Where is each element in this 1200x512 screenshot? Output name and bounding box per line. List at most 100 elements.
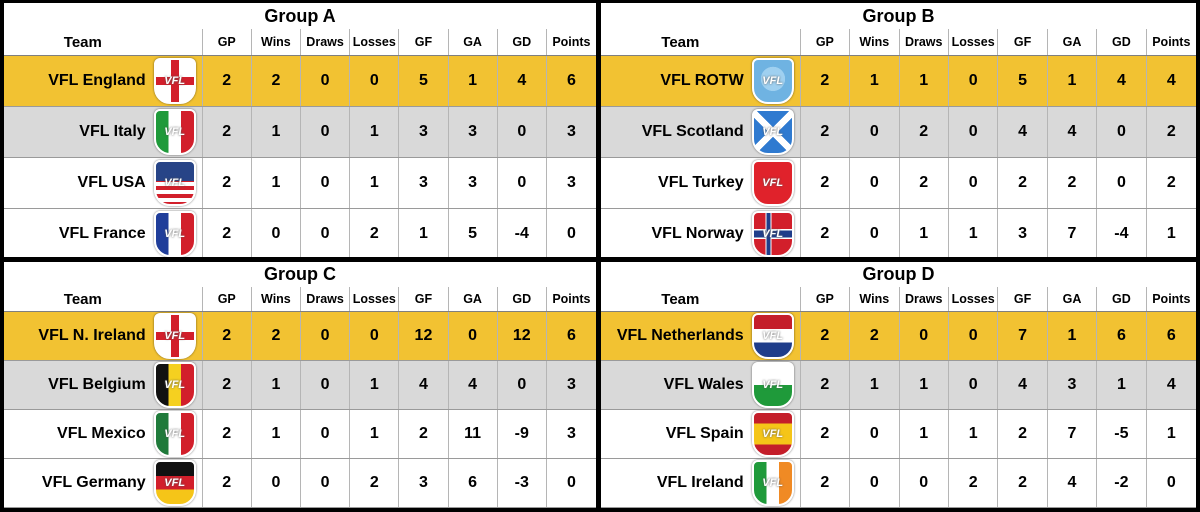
gp-cell: 2 — [203, 312, 252, 360]
draws-cell: 0 — [301, 312, 351, 360]
header-team-label: Team — [63, 290, 102, 308]
table-row: VFL Mexico VFL 2 1 0 1 2 11 -9 3 — [4, 410, 596, 459]
losses-cell: 1 — [350, 361, 400, 409]
team-name: VFL Ireland — [656, 474, 744, 491]
wales-crest-icon: VFL — [751, 362, 794, 408]
france-crest-icon: VFL — [153, 211, 196, 257]
ga-cell: 3 — [1048, 361, 1098, 409]
gd-cell: 0 — [1097, 158, 1147, 208]
header-team: Team — [4, 287, 203, 311]
losses-cell: 0 — [949, 107, 999, 157]
wins-cell: 2 — [252, 312, 302, 360]
points-cell: 3 — [567, 123, 576, 140]
points-cell: 1 — [1166, 425, 1176, 442]
gf-cell: 1 — [399, 209, 449, 257]
table-row: VFL Italy VFL 2 1 0 1 3 3 0 3 — [4, 107, 596, 158]
points-cell: 0 — [1166, 474, 1176, 491]
group-panel-a: Group A Team GP Wins Draws Losses GF GA … — [4, 3, 596, 257]
northern-ireland-crest-icon: VFL — [153, 313, 196, 359]
draws-cell: 0 — [301, 158, 351, 208]
header-team: Team — [601, 29, 801, 55]
header-gp: GP — [203, 287, 252, 311]
points-cell: 6 — [1166, 327, 1176, 344]
header-team-label: Team — [661, 33, 700, 51]
table-row: VFL N. Ireland VFL 2 2 0 0 12 0 12 6 — [4, 312, 596, 361]
gp-cell: 2 — [801, 361, 851, 409]
table-row: VFL USA VFL 2 1 0 1 3 3 0 3 — [4, 158, 596, 209]
wins-cell: 1 — [850, 361, 900, 409]
ga-cell: 7 — [1048, 209, 1098, 257]
gf-cell: 4 — [399, 361, 449, 409]
team-cell: VFL Scotland VFL — [601, 107, 801, 157]
header-draws: Draws — [301, 29, 351, 55]
ga-cell: 0 — [449, 312, 498, 360]
draws-cell: 0 — [301, 107, 351, 157]
team-name: VFL England — [48, 72, 146, 89]
wins-cell: 1 — [252, 410, 302, 458]
gf-cell: 4 — [998, 361, 1048, 409]
gf-cell: 3 — [399, 459, 449, 507]
draws-cell: 0 — [301, 410, 351, 458]
wins-cell: 0 — [252, 209, 302, 257]
header-gd: GD — [498, 29, 547, 55]
losses-cell: 2 — [350, 209, 400, 257]
table-row: VFL Norway VFL 2 0 1 1 3 7 -4 1 — [601, 209, 1196, 257]
gd-cell: -9 — [498, 410, 547, 458]
losses-cell: 1 — [949, 410, 999, 458]
team-name: VFL Norway — [651, 225, 744, 242]
gp-cell: 2 — [203, 410, 252, 458]
gf-cell: 4 — [998, 107, 1048, 157]
crest-logo-text: VFL — [762, 428, 784, 440]
gd-cell: 1 — [1097, 361, 1147, 409]
mexico-crest-icon: VFL — [153, 411, 196, 457]
gp-cell: 2 — [801, 107, 851, 157]
ga-cell: 3 — [449, 158, 498, 208]
gd-cell: -2 — [1097, 459, 1147, 507]
team-cell: VFL Italy VFL — [4, 107, 203, 157]
table-row: VFL Wales VFL 2 1 1 0 4 3 1 4 — [601, 361, 1196, 410]
gd-cell: 0 — [498, 107, 547, 157]
ga-cell: 1 — [1048, 56, 1098, 106]
header-draws: Draws — [900, 29, 949, 55]
spain-crest-icon: VFL — [751, 411, 794, 457]
gd-cell: -5 — [1097, 410, 1147, 458]
group-title: Group D — [862, 264, 935, 284]
wins-cell: 1 — [252, 158, 302, 208]
losses-cell: 0 — [949, 158, 999, 208]
ga-cell: 4 — [1048, 459, 1098, 507]
header-gf: GF — [399, 29, 449, 55]
points-cell: 4 — [1166, 376, 1176, 393]
gf-cell: 2 — [998, 410, 1048, 458]
crest-logo-text: VFL — [164, 126, 186, 138]
losses-cell: 2 — [350, 459, 400, 507]
gp-cell: 2 — [203, 158, 252, 208]
header-losses: Losses — [350, 29, 400, 55]
table-row: VFL ROTW VFL 2 1 1 0 5 1 4 4 — [601, 56, 1196, 107]
header-team: Team — [601, 287, 801, 311]
header-wins: Wins — [252, 287, 301, 311]
gf-cell: 3 — [399, 158, 449, 208]
points-cell: 0 — [567, 225, 576, 242]
header-gp: GP — [203, 29, 252, 55]
wins-cell: 0 — [850, 107, 900, 157]
crest-logo-text: VFL — [762, 177, 784, 189]
crest-logo-text: VFL — [762, 75, 784, 87]
gp-cell: 2 — [203, 209, 252, 257]
draws-cell: 1 — [900, 410, 949, 458]
ga-cell: 4 — [449, 361, 498, 409]
gf-cell: 5 — [998, 56, 1048, 106]
points-cell: 3 — [567, 174, 576, 191]
team-cell: VFL France VFL — [4, 209, 203, 257]
header-points: Points — [552, 292, 591, 306]
header-points: Points — [1152, 292, 1191, 306]
wins-cell: 0 — [850, 459, 900, 507]
losses-cell: 0 — [949, 361, 999, 409]
team-cell: VFL Spain VFL — [601, 410, 801, 458]
team-cell: VFL England VFL — [4, 56, 203, 106]
ga-cell: 3 — [449, 107, 498, 157]
ga-cell: 2 — [1048, 158, 1098, 208]
team-cell: VFL ROTW VFL — [601, 56, 801, 106]
header-gp: GP — [801, 29, 851, 55]
draws-cell: 1 — [900, 361, 949, 409]
wins-cell: 0 — [850, 158, 900, 208]
